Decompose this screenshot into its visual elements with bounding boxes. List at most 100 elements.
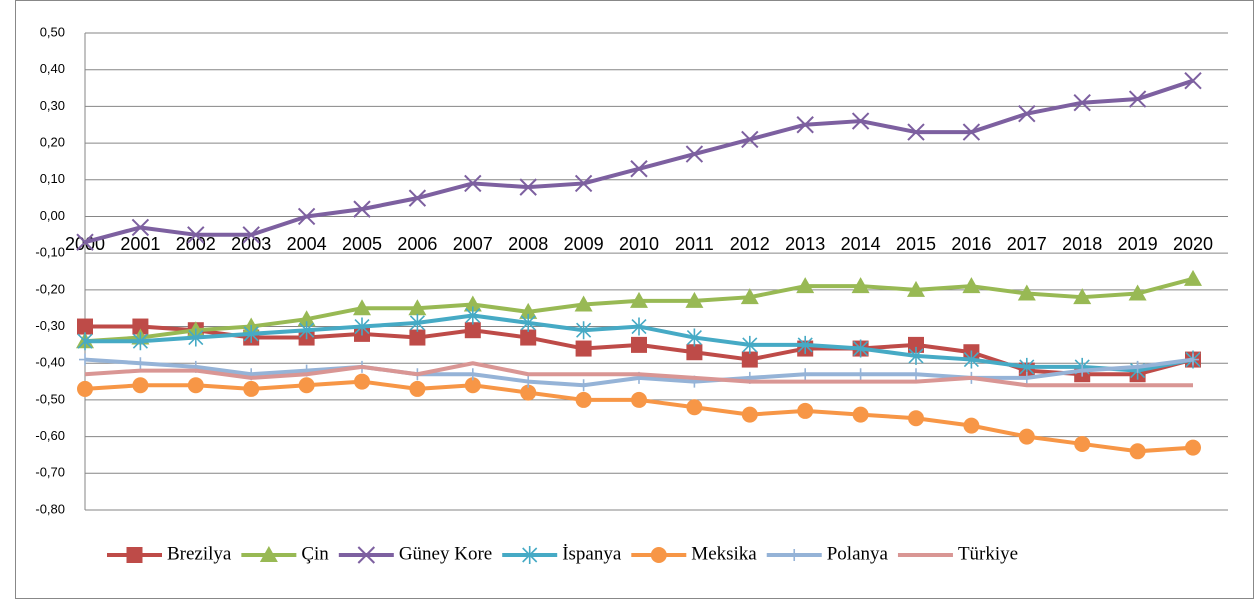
marker (907, 280, 925, 297)
marker (686, 399, 703, 416)
x-tick-label: 2012 (730, 234, 770, 254)
legend-label: Meksika (691, 543, 757, 564)
marker (134, 357, 147, 370)
legend-item: Güney Kore (338, 543, 492, 564)
marker (1129, 443, 1146, 460)
marker (409, 329, 426, 346)
legend-item: Çin (241, 543, 329, 564)
marker (1184, 71, 1202, 90)
marker (685, 145, 704, 163)
marker (188, 328, 204, 347)
marker (77, 318, 93, 335)
y-tick-label: -0,30 (35, 318, 65, 333)
marker (962, 277, 981, 294)
legend-item: Polanya (766, 543, 889, 564)
marker (297, 207, 316, 226)
marker (853, 339, 869, 358)
marker (1185, 439, 1201, 456)
marker (1073, 94, 1091, 112)
marker (464, 377, 481, 394)
marker (575, 391, 592, 408)
x-tick-label: 2007 (453, 234, 493, 254)
marker (741, 406, 758, 423)
x-tick-label: 2019 (1118, 234, 1158, 254)
legend-marker (357, 546, 376, 564)
marker (1131, 360, 1144, 373)
legend-label: Türkiye (958, 543, 1018, 564)
marker (741, 130, 759, 149)
marker (1020, 371, 1033, 384)
marker (520, 384, 537, 401)
marker (519, 302, 538, 319)
marker (852, 406, 869, 423)
legend-item: Meksika (631, 543, 757, 564)
marker (1018, 428, 1035, 445)
marker (409, 380, 426, 397)
y-tick-label: 0,40 (40, 61, 65, 76)
y-tick-label: 0,50 (40, 24, 65, 39)
marker (77, 332, 93, 351)
marker (299, 321, 315, 340)
marker (464, 322, 481, 339)
y-tick-label: 0,10 (40, 171, 65, 186)
x-tick-label: 2003 (231, 234, 271, 254)
y-tick-label: -0,70 (35, 465, 65, 480)
legend-label: Çin (301, 543, 329, 564)
x-tick-label: 2005 (342, 234, 382, 254)
x-tick-label: 2015 (896, 234, 936, 254)
marker (907, 123, 925, 141)
y-tick-label: -0,10 (35, 245, 65, 260)
marker (522, 375, 535, 388)
marker (851, 112, 870, 130)
marker (464, 174, 482, 193)
x-tick-label: 2016 (951, 234, 991, 254)
marker (1018, 105, 1036, 123)
marker (243, 324, 259, 343)
marker (1017, 284, 1036, 301)
marker (520, 313, 536, 332)
marker (740, 288, 759, 305)
marker (298, 377, 315, 394)
marker (131, 218, 150, 237)
x-tick-label: 2017 (1007, 234, 1047, 254)
marker (187, 377, 204, 394)
x-tick-label: 2006 (397, 234, 437, 254)
legend-marker (788, 549, 801, 561)
marker (463, 295, 482, 312)
series-line (84, 361, 1193, 388)
marker (854, 368, 867, 381)
legend-item: Brezilya (107, 543, 232, 564)
marker (796, 116, 814, 134)
y-tick-label: -0,20 (35, 281, 65, 296)
marker (409, 313, 425, 332)
marker (1073, 288, 1092, 305)
marker (1128, 284, 1147, 301)
marker (797, 402, 814, 419)
legend-item: Türkiye (897, 543, 1018, 564)
marker (741, 351, 758, 368)
marker (297, 310, 316, 327)
x-tick-label: 2009 (564, 234, 604, 254)
marker (187, 226, 205, 244)
marker (574, 174, 593, 193)
legend-marker (259, 546, 278, 562)
x-tick-label: 2011 (675, 234, 714, 254)
y-tick-label: -0,40 (35, 355, 65, 370)
marker (962, 123, 981, 141)
marker (910, 368, 922, 381)
marker (77, 380, 93, 397)
marker (685, 291, 704, 308)
legend-label: İspanya (562, 543, 622, 564)
marker (797, 335, 813, 354)
marker (630, 291, 648, 308)
marker (631, 336, 647, 353)
y-tick-label: -0,80 (35, 501, 65, 516)
marker (908, 410, 924, 427)
marker (243, 380, 260, 397)
marker (631, 391, 647, 408)
x-tick-label: 2010 (619, 234, 659, 254)
legend-marker (650, 547, 667, 563)
marker (520, 329, 537, 346)
legend-label: Brezilya (167, 543, 232, 564)
